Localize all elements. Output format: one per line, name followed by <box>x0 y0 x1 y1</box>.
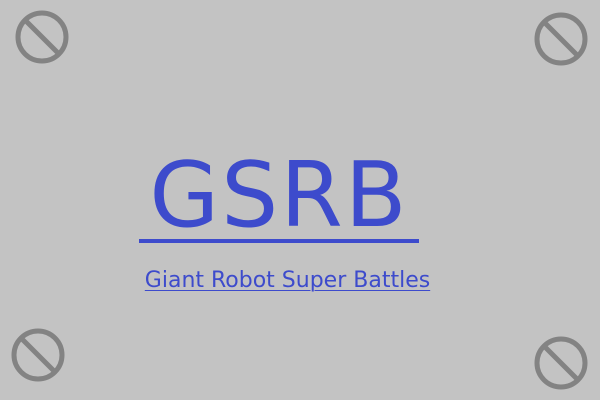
logo-text: GSRB <box>149 143 409 248</box>
logo-link[interactable]: GSRB <box>139 146 419 246</box>
no-entry-icon <box>10 327 66 383</box>
no-entry-icon <box>533 335 589 391</box>
subtitle-link[interactable]: Giant Robot Super Battles <box>144 268 431 293</box>
no-entry-icon <box>533 11 589 67</box>
no-entry-icon <box>14 9 70 65</box>
logo-underline <box>139 239 419 243</box>
